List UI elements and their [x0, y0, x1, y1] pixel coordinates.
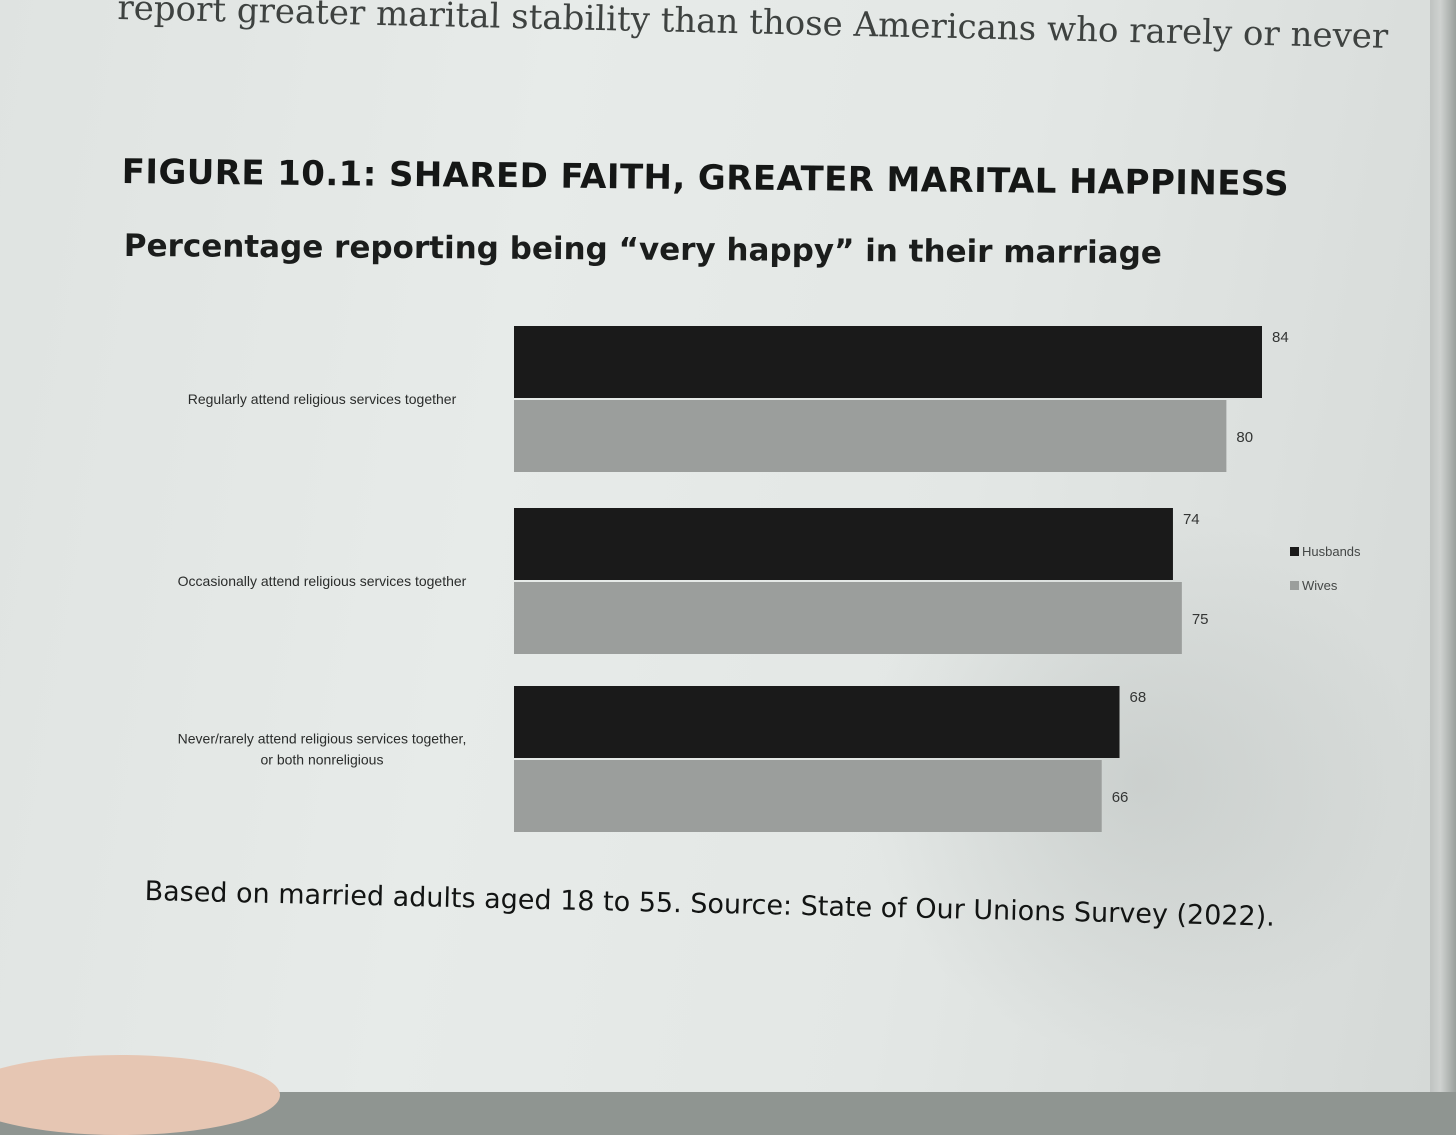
data-label: 80 — [1236, 429, 1253, 446]
category-label: or both nonreligious — [261, 752, 384, 768]
category-label: Occasionally attend religious services t… — [178, 573, 467, 589]
category-label: Never/rarely attend religious services t… — [178, 731, 467, 747]
data-label: 66 — [1112, 789, 1129, 806]
page-edge — [1430, 0, 1456, 1092]
data-label: 68 — [1130, 689, 1147, 706]
data-label: 84 — [1272, 329, 1289, 346]
data-label: 74 — [1183, 511, 1200, 528]
legend-swatch — [1290, 581, 1299, 590]
category-label: Regularly attend religious services toge… — [188, 391, 457, 407]
legend-swatch — [1290, 547, 1299, 556]
bar-wives-0 — [514, 400, 1227, 472]
bar-husbands-0 — [514, 326, 1262, 398]
bar-wives-1 — [514, 582, 1182, 654]
legend-label: Wives — [1302, 578, 1338, 593]
bar-chart: Regularly attend religious services toge… — [178, 326, 1361, 832]
bar-husbands-2 — [514, 686, 1120, 758]
legend-label: Husbands — [1302, 544, 1361, 559]
bar-husbands-1 — [514, 508, 1173, 580]
data-label: 75 — [1192, 611, 1209, 628]
bar-wives-2 — [514, 760, 1102, 832]
